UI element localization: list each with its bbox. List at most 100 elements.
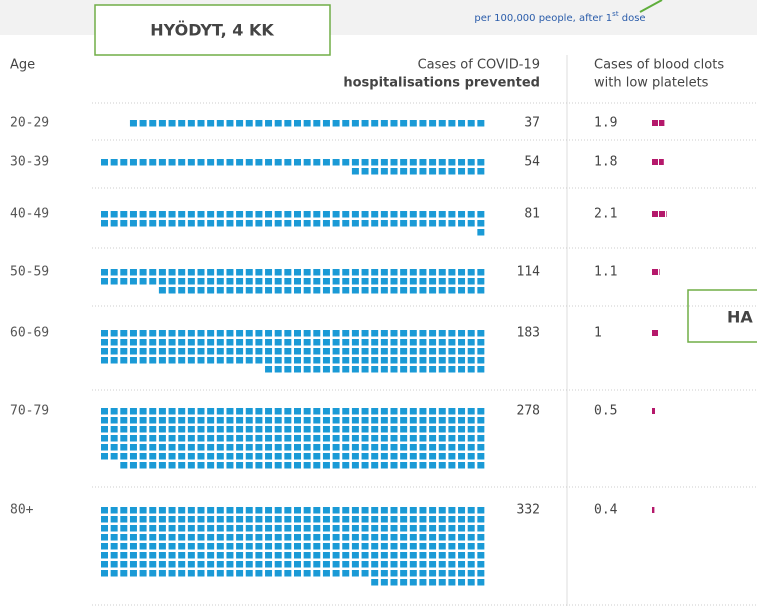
waffle-cell [458, 525, 466, 532]
waffle-cell [390, 366, 398, 373]
waffle-cell [149, 435, 157, 442]
waffle-cell [216, 269, 224, 276]
waffle-cell [351, 366, 359, 373]
waffle-cell [477, 435, 485, 442]
waffle-cell [197, 552, 205, 559]
waffle-cell [158, 339, 166, 346]
clot-marks [652, 120, 665, 126]
note-end: dose [619, 13, 646, 24]
waffle-cell [149, 339, 157, 346]
waffle-cell [178, 339, 186, 346]
waffle-cell [458, 453, 466, 460]
waffle-cell [120, 516, 128, 523]
waffle-cell [400, 534, 408, 541]
waffle-cell [313, 220, 321, 227]
waffle-cell [390, 570, 398, 577]
waffle-cell [429, 417, 437, 424]
waffle-cell [284, 516, 292, 523]
waffle-cell [332, 287, 340, 294]
waffle-cell [168, 462, 176, 469]
waffle [129, 120, 485, 127]
waffle-cell [380, 579, 388, 586]
waffle-cell [255, 220, 263, 227]
waffle-cell [448, 339, 456, 346]
waffle-cell [438, 570, 446, 577]
waffle-cell [255, 516, 263, 523]
waffle-cell [101, 453, 108, 460]
waffle-cell [245, 287, 253, 294]
waffle-cell [216, 330, 224, 337]
waffle-cell [226, 570, 234, 577]
waffle-cell [120, 339, 128, 346]
waffle-cell [419, 534, 427, 541]
waffle-cell [129, 453, 137, 460]
waffle-cell [467, 211, 475, 218]
waffle-cell [187, 435, 195, 442]
waffle-cell [342, 435, 350, 442]
waffle-cell [178, 278, 186, 285]
waffle-cell [371, 516, 379, 523]
waffle-cell [458, 278, 466, 285]
waffle-cell [149, 357, 157, 364]
waffle-cell [197, 159, 205, 166]
waffle-cell [458, 462, 466, 469]
waffle-cell [168, 426, 176, 433]
waffle-cell [168, 516, 176, 523]
waffle-cell [274, 408, 282, 415]
waffle-cell [409, 552, 417, 559]
waffle-cell [245, 570, 253, 577]
waffle-cell [438, 543, 446, 550]
waffle-cell [294, 525, 301, 532]
waffle-cell [448, 507, 456, 514]
value-label: 332 [517, 503, 540, 518]
waffle-cell [120, 534, 128, 541]
waffle-cell [361, 444, 369, 451]
waffle-cell [226, 543, 234, 550]
waffle-cell [265, 435, 273, 442]
waffle-cell [400, 357, 408, 364]
waffle-cell [207, 426, 215, 433]
waffle-cell [477, 579, 485, 586]
waffle-cell [207, 287, 215, 294]
waffle-cell [419, 348, 427, 355]
waffle-cell [371, 120, 379, 127]
waffle-cell [255, 570, 263, 577]
clot-cell [659, 269, 660, 275]
waffle-cell [477, 408, 485, 415]
waffle-cell [438, 366, 446, 373]
waffle-cell [149, 269, 157, 276]
waffle-cell [400, 435, 408, 442]
waffle-cell [467, 159, 475, 166]
waffle-cell [351, 426, 359, 433]
waffle-cell [129, 516, 137, 523]
waffle-cell [448, 534, 456, 541]
waffle-cell [429, 348, 437, 355]
waffle-cell [101, 525, 108, 532]
waffle-cell [197, 453, 205, 460]
waffle-cell [129, 534, 137, 541]
waffle-cell [303, 552, 311, 559]
waffle-cell [458, 357, 466, 364]
waffle-cell [351, 408, 359, 415]
waffle-cell [419, 552, 427, 559]
waffle-cell [284, 220, 292, 227]
waffle-cell [380, 220, 388, 227]
waffle-cell [458, 220, 466, 227]
waffle-cell [245, 330, 253, 337]
waffle-cell [226, 269, 234, 276]
waffle-cell [438, 435, 446, 442]
waffle-cell [197, 516, 205, 523]
waffle-cell [294, 120, 301, 127]
waffle-cell [380, 330, 388, 337]
waffle-cell [274, 552, 282, 559]
waffle-cell [409, 435, 417, 442]
waffle-cell [139, 543, 147, 550]
waffle-cell [419, 426, 427, 433]
waffle-cell [477, 462, 485, 469]
waffle-cell [168, 269, 176, 276]
waffle-cell [101, 552, 108, 559]
waffle-cell [187, 211, 195, 218]
waffle-cell [303, 211, 311, 218]
waffle-cell [458, 417, 466, 424]
waffle-cell [207, 525, 215, 532]
